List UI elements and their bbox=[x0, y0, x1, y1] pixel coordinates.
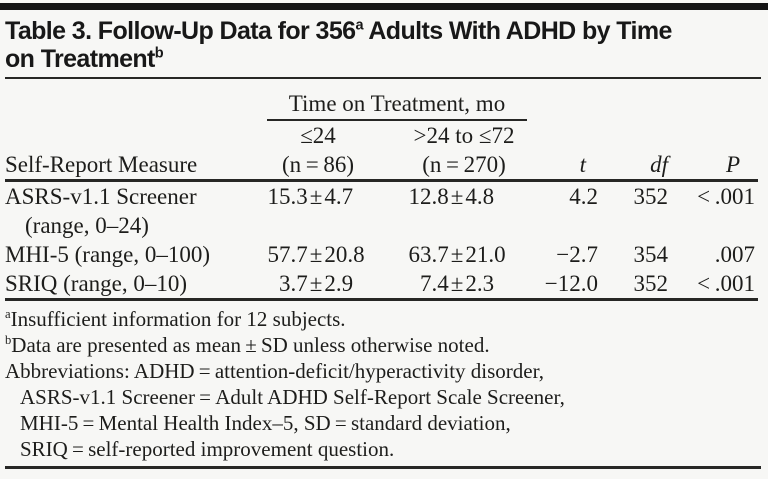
abbreviations-line-1: Abbreviations: ADHD = attention-deficit/… bbox=[5, 359, 545, 383]
column-header-row: Self-Report Measure (n = 86) (n = 270) t… bbox=[5, 150, 758, 181]
t-value: −12.0 bbox=[544, 271, 598, 296]
footnote-a: aInsufficient information for 12 subject… bbox=[5, 306, 760, 332]
p-value: < .001 bbox=[697, 271, 755, 296]
plus-minus-sign: ± bbox=[450, 242, 464, 267]
group1-value-cell: 57.7±20.8 bbox=[258, 240, 378, 269]
title-superscript-b: b bbox=[154, 45, 164, 62]
measure-cell: SRIQ (range, 0–10) bbox=[5, 271, 188, 296]
df-value: 352 bbox=[633, 184, 669, 209]
plus-minus-sign: ± bbox=[450, 184, 464, 209]
col-header-group2-n: (n = 270) bbox=[422, 152, 506, 177]
table-row-mhi5: MHI-5 (range, 0–100) 57.7±20.8 63.7±21.0… bbox=[5, 240, 758, 269]
sd-value: 4.8 bbox=[465, 184, 495, 209]
sd-value: 21.0 bbox=[465, 242, 506, 267]
sd-value: 4.7 bbox=[324, 184, 354, 209]
t-value: 4.2 bbox=[569, 184, 598, 209]
sd-value: 2.3 bbox=[465, 271, 495, 296]
sd-value: 20.8 bbox=[324, 242, 365, 267]
table-row-asrs: ASRS-v1.1 Screener (range, 0–24) 15.3±4.… bbox=[5, 181, 758, 241]
group-range-row: ≤24 >24 to ≤72 bbox=[5, 121, 758, 150]
col-header-df: df bbox=[650, 152, 668, 177]
plus-minus-sign: ± bbox=[309, 271, 323, 296]
column-spanner-label: Time on Treatment, mo bbox=[267, 89, 527, 121]
mean-value: 12.8 bbox=[408, 184, 449, 209]
group1-value-cell: 3.7±2.9 bbox=[258, 269, 378, 300]
measure-cell: ASRS-v1.1 Screener (range, 0–24) bbox=[5, 181, 258, 241]
group1-value-cell: 15.3±4.7 bbox=[258, 181, 378, 241]
mean-value: 57.7 bbox=[267, 242, 308, 267]
footnote-b-text: Data are presented as mean ± SD unless o… bbox=[11, 333, 490, 357]
p-value: .007 bbox=[714, 242, 755, 267]
mean-value: 3.7 bbox=[278, 271, 308, 296]
title-superscript-a: a bbox=[355, 17, 363, 34]
plus-minus-sign: ± bbox=[309, 242, 323, 267]
title-text: Adults With ADHD by Time bbox=[362, 17, 672, 45]
footnote-a-text: Insufficient information for 12 subjects… bbox=[10, 307, 346, 331]
bottom-rule bbox=[5, 466, 761, 469]
mean-value: 7.4 bbox=[419, 271, 449, 296]
p-value: < .001 bbox=[697, 184, 755, 209]
abbreviations-line-3: MHI-5 = Mental Health Index–5, SD = stan… bbox=[20, 411, 511, 435]
table-body: ASRS-v1.1 Screener (range, 0–24) 15.3±4.… bbox=[5, 181, 758, 300]
df-value: 354 bbox=[633, 242, 669, 267]
footnote-b-marker: b bbox=[5, 333, 12, 347]
col-header-t: t bbox=[579, 152, 586, 177]
measure-cell: MHI-5 (range, 0–100) bbox=[5, 242, 211, 267]
col-header-measure: Self-Report Measure bbox=[5, 152, 198, 177]
mean-value: 63.7 bbox=[408, 242, 449, 267]
footnote-a-marker: a bbox=[5, 307, 11, 321]
data-table: Time on Treatment, mo ≤24 >24 to ≤72 Sel… bbox=[5, 85, 758, 301]
plus-minus-sign: ± bbox=[309, 184, 323, 209]
table-row-sriq: SRIQ (range, 0–10) 3.7±2.9 7.4±2.3 −12.0… bbox=[5, 269, 758, 300]
title-text: Table 3. Follow-Up Data for 356 bbox=[5, 17, 356, 45]
abbreviations-line-4: SRIQ = self-reported improvement questio… bbox=[20, 437, 395, 461]
plus-minus-sign: ± bbox=[450, 271, 464, 296]
top-rule bbox=[0, 3, 768, 10]
group2-value-cell: 63.7±21.0 bbox=[378, 240, 540, 269]
footnote-b: bData are presented as mean ± SD unless … bbox=[5, 332, 760, 358]
abbreviations-line-2: ASRS-v1.1 Screener = Adult ADHD Self-Rep… bbox=[20, 385, 565, 409]
title-text: on Treatment bbox=[5, 45, 155, 73]
df-value: 352 bbox=[633, 271, 669, 296]
sd-value: 2.9 bbox=[324, 271, 354, 296]
col-header-group1-n: (n = 86) bbox=[282, 152, 354, 177]
col-header-group1-range: ≤24 bbox=[300, 123, 336, 148]
measure-name: ASRS-v1.1 Screener bbox=[5, 184, 197, 209]
group2-value-cell: 7.4±2.3 bbox=[378, 269, 540, 300]
col-header-p: P bbox=[725, 152, 740, 177]
mean-value: 15.3 bbox=[267, 184, 308, 209]
title-line-2: on Treatmentb bbox=[5, 45, 763, 73]
group2-value-cell: 12.8±4.8 bbox=[378, 181, 540, 241]
footnotes: aInsufficient information for 12 subject… bbox=[5, 306, 760, 462]
t-value: −2.7 bbox=[556, 242, 598, 267]
title-line-1: Table 3. Follow-Up Data for 356a Adults … bbox=[5, 17, 763, 45]
col-header-group2-range: >24 to ≤72 bbox=[413, 123, 515, 148]
measure-range: (range, 0–24) bbox=[25, 213, 149, 238]
spanner-row: Time on Treatment, mo bbox=[5, 85, 758, 121]
table-header: Time on Treatment, mo ≤24 >24 to ≤72 Sel… bbox=[5, 85, 758, 181]
table-title: Table 3. Follow-Up Data for 356a Adults … bbox=[5, 17, 763, 73]
title-rule bbox=[5, 77, 761, 79]
